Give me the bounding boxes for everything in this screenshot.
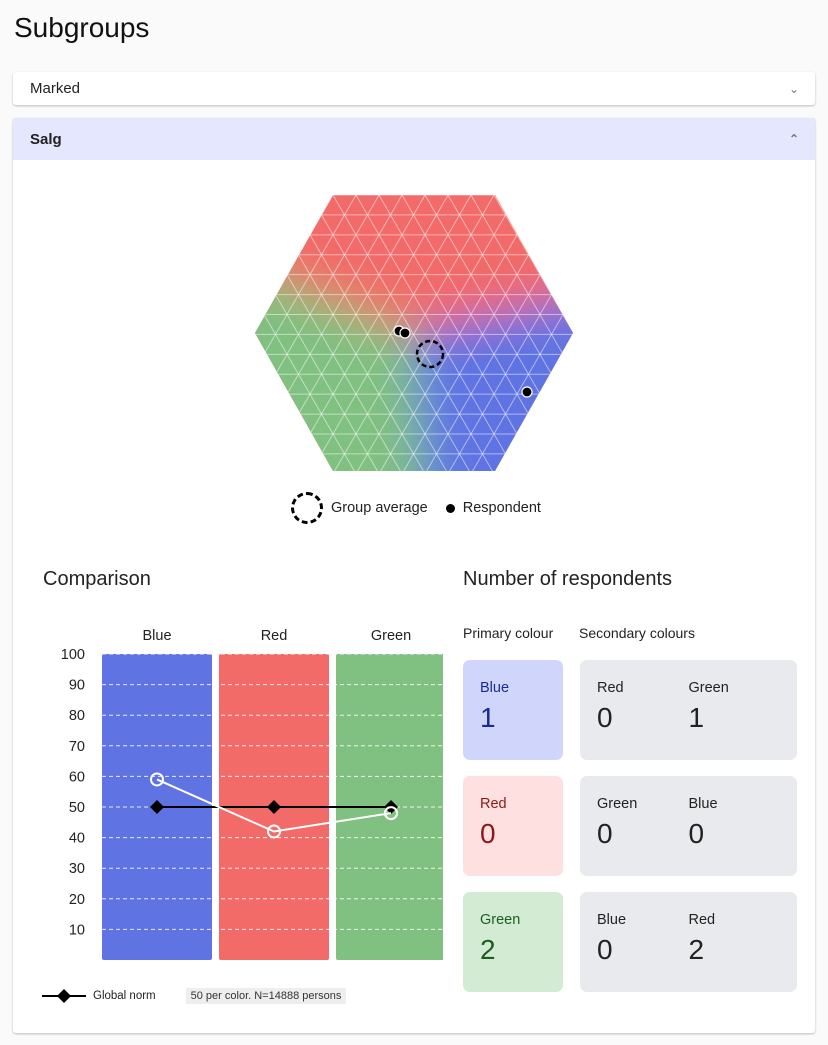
subgroup-name: Salg <box>30 130 62 148</box>
secondary-colour-name: Blue <box>597 912 627 928</box>
primary-card-red: Red 0 <box>463 776 563 876</box>
group-point <box>150 772 164 787</box>
norm-point <box>150 800 164 814</box>
subgroup-name: Marked <box>30 80 81 97</box>
y-tick-label: 100 <box>61 647 85 663</box>
primary-card-green: Green 2 <box>463 892 563 992</box>
respondent-dot <box>399 327 411 339</box>
secondary-colour-name: Blue <box>688 796 718 812</box>
secondary-colour-name: Red <box>597 680 624 696</box>
group-point <box>384 806 398 821</box>
secondary-count: 0 <box>597 702 613 733</box>
chart-legend: Global norm 50 per color. N=14888 person… <box>42 988 347 1004</box>
subgroup-salg: Salg ⌃ Group average Respondent Comparis… <box>13 118 815 1033</box>
series-line <box>156 778 392 833</box>
group-average-marker <box>415 339 445 369</box>
y-tick-label: 70 <box>69 739 85 755</box>
hexagon-legend: Group average Respondent <box>291 492 541 524</box>
y-tick-label: 10 <box>69 922 85 938</box>
secondary-colour-blue: Blue 0 <box>689 796 781 856</box>
chevron-up-icon: ⌃ <box>788 132 799 146</box>
page-title: Subgroups <box>14 12 150 43</box>
secondary-count: 1 <box>688 702 705 733</box>
subgroup-header[interactable]: Marked ⌄ <box>13 72 815 105</box>
secondary-card: Blue 0 Red 2 <box>580 892 797 992</box>
chevron-down-icon: ⌄ <box>788 81 799 96</box>
y-tick-label: 80 <box>69 708 85 724</box>
subgroup-header[interactable]: Salg ⌃ <box>13 118 815 160</box>
group-average-icon <box>291 492 323 524</box>
secondary-colour-name: Red <box>688 912 716 928</box>
primary-colour-name: Red <box>480 796 507 812</box>
primary-count: 1 <box>480 702 496 733</box>
column-label: Green <box>371 628 411 644</box>
y-tick-label: 90 <box>69 678 85 694</box>
secondary-card: Green 0 Blue 0 <box>580 776 797 876</box>
respondents-title: Number of respondents <box>463 568 673 590</box>
legend-global-norm: Global norm <box>93 990 156 1002</box>
primary-colour-name: Blue <box>480 680 510 696</box>
legend-respondent: Respondent <box>462 500 541 516</box>
y-tick-label: 40 <box>69 831 85 847</box>
comparison-title: Comparison <box>43 568 151 590</box>
comparison-chart: Blue Red Green 100 90 80 70 60 50 40 30 20 10 <box>61 628 443 960</box>
column-label: Red <box>261 628 288 644</box>
secondary-colours-header: Secondary colours <box>579 625 695 641</box>
group-point <box>267 824 281 839</box>
column-label: Blue <box>142 628 171 644</box>
y-tick-label: 50 <box>69 800 85 816</box>
primary-count: 2 <box>480 934 496 965</box>
color-hexagon <box>255 195 573 471</box>
secondary-card: Red 0 Green 1 <box>580 660 797 760</box>
primary-colour-name: Green <box>480 912 521 928</box>
respondent-dot <box>521 386 533 398</box>
legend-group-average: Group average <box>331 500 428 516</box>
global-norm-icon <box>42 989 86 1003</box>
y-tick-label: 20 <box>69 892 85 908</box>
respondent-icon <box>445 503 455 513</box>
primary-colour-header: Primary colour <box>463 625 554 641</box>
norm-point <box>267 800 281 814</box>
subgroup-marked[interactable]: Marked ⌄ <box>13 72 815 105</box>
y-tick-label: 30 <box>69 861 85 877</box>
secondary-count: 2 <box>688 934 705 965</box>
secondary-count: 0 <box>597 818 613 849</box>
secondary-count: 0 <box>688 818 705 849</box>
primary-card-blue: Blue 1 <box>463 660 563 760</box>
norm-info-badge: 50 per color. N=14888 persons <box>185 988 347 1004</box>
secondary-colour-name: Green <box>688 680 729 696</box>
secondary-count: 0 <box>597 934 613 965</box>
secondary-colour-blue: Blue 0 <box>597 912 689 972</box>
primary-count: 0 <box>480 818 496 849</box>
secondary-colour-green: Green 0 <box>597 796 689 856</box>
y-tick-label: 60 <box>69 769 85 785</box>
secondary-colour-green: Green 1 <box>689 680 781 740</box>
secondary-colour-red: Red 0 <box>597 680 689 740</box>
secondary-colour-name: Green <box>597 796 638 812</box>
secondary-colour-red: Red 2 <box>689 912 781 972</box>
